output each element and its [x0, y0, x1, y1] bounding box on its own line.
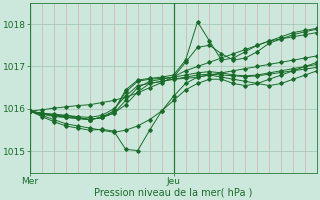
X-axis label: Pression niveau de la mer( hPa ): Pression niveau de la mer( hPa ) — [94, 187, 253, 197]
